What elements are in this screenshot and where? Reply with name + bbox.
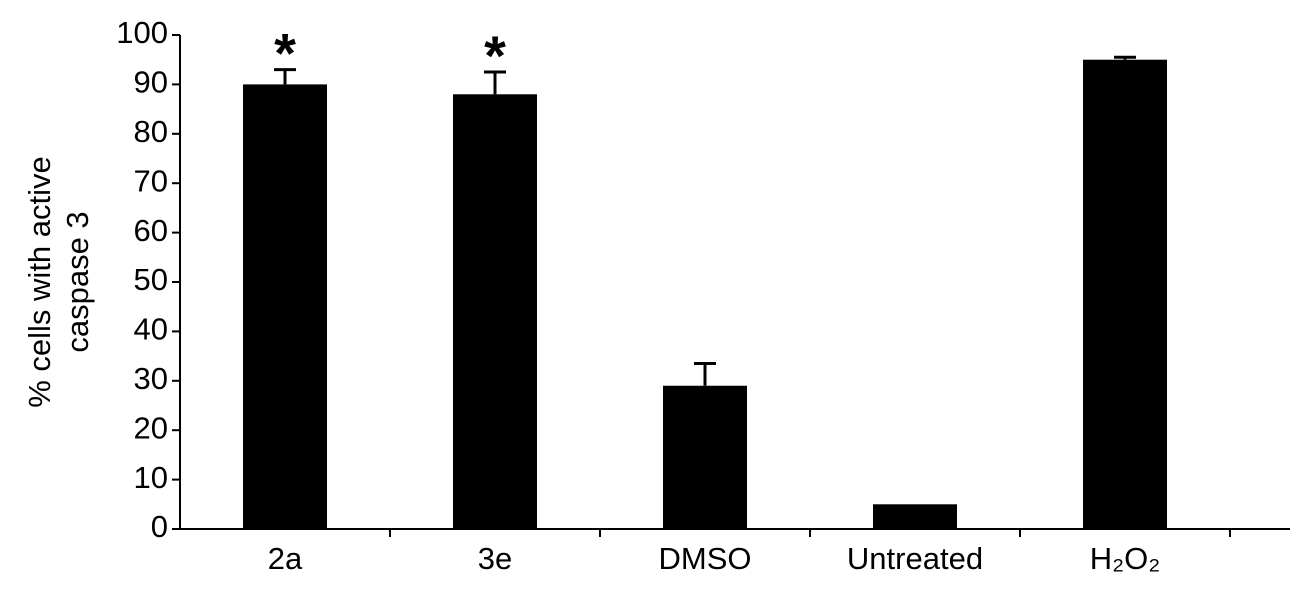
y-tick-label: 40 bbox=[134, 312, 168, 347]
y-tick-label: 0 bbox=[151, 509, 168, 544]
x-tick-label: Untreated bbox=[847, 541, 983, 576]
y-tick-label: 70 bbox=[134, 163, 168, 198]
y-tick-label: 30 bbox=[134, 361, 168, 396]
y-tick-label: 100 bbox=[116, 15, 168, 50]
y-tick-label: 20 bbox=[134, 410, 168, 445]
x-tick-label: 2a bbox=[268, 541, 303, 576]
annotation: * bbox=[484, 24, 506, 87]
x-tick-label: 3e bbox=[478, 541, 512, 576]
x-tick-label: DMSO bbox=[659, 541, 752, 576]
y-axis-label: caspase 3 bbox=[60, 211, 95, 352]
y-tick-label: 80 bbox=[134, 114, 168, 149]
x-tick-label: H₂O₂ bbox=[1090, 541, 1161, 576]
bar bbox=[1083, 59, 1167, 529]
bar bbox=[873, 504, 957, 529]
y-tick-label: 90 bbox=[134, 65, 168, 100]
annotation: * bbox=[274, 21, 296, 84]
y-tick-label: 60 bbox=[134, 213, 168, 248]
y-tick-label: 10 bbox=[134, 460, 168, 495]
bar bbox=[663, 385, 747, 529]
y-axis-label: % cells with active bbox=[22, 156, 57, 408]
bar bbox=[453, 94, 537, 529]
y-tick-label: 50 bbox=[134, 262, 168, 297]
bar bbox=[243, 84, 327, 530]
